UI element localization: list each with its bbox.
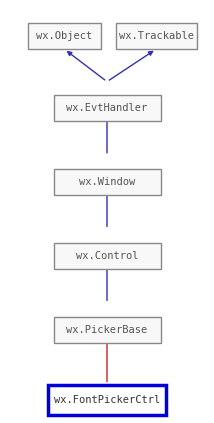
Text: wx.Object: wx.Object bbox=[36, 31, 92, 41]
FancyBboxPatch shape bbox=[48, 385, 166, 415]
Text: wx.Trackable: wx.Trackable bbox=[119, 31, 194, 41]
Text: wx.PickerBase: wx.PickerBase bbox=[66, 325, 148, 335]
Text: wx.EvtHandler: wx.EvtHandler bbox=[66, 103, 148, 113]
FancyBboxPatch shape bbox=[54, 95, 160, 121]
Text: wx.Control: wx.Control bbox=[76, 251, 138, 261]
FancyBboxPatch shape bbox=[116, 23, 197, 49]
Text: wx.FontPickerCtrl: wx.FontPickerCtrl bbox=[54, 395, 160, 405]
FancyBboxPatch shape bbox=[54, 243, 160, 269]
FancyBboxPatch shape bbox=[28, 23, 101, 49]
Text: wx.Window: wx.Window bbox=[79, 177, 135, 187]
FancyBboxPatch shape bbox=[54, 317, 160, 343]
FancyBboxPatch shape bbox=[54, 169, 160, 195]
